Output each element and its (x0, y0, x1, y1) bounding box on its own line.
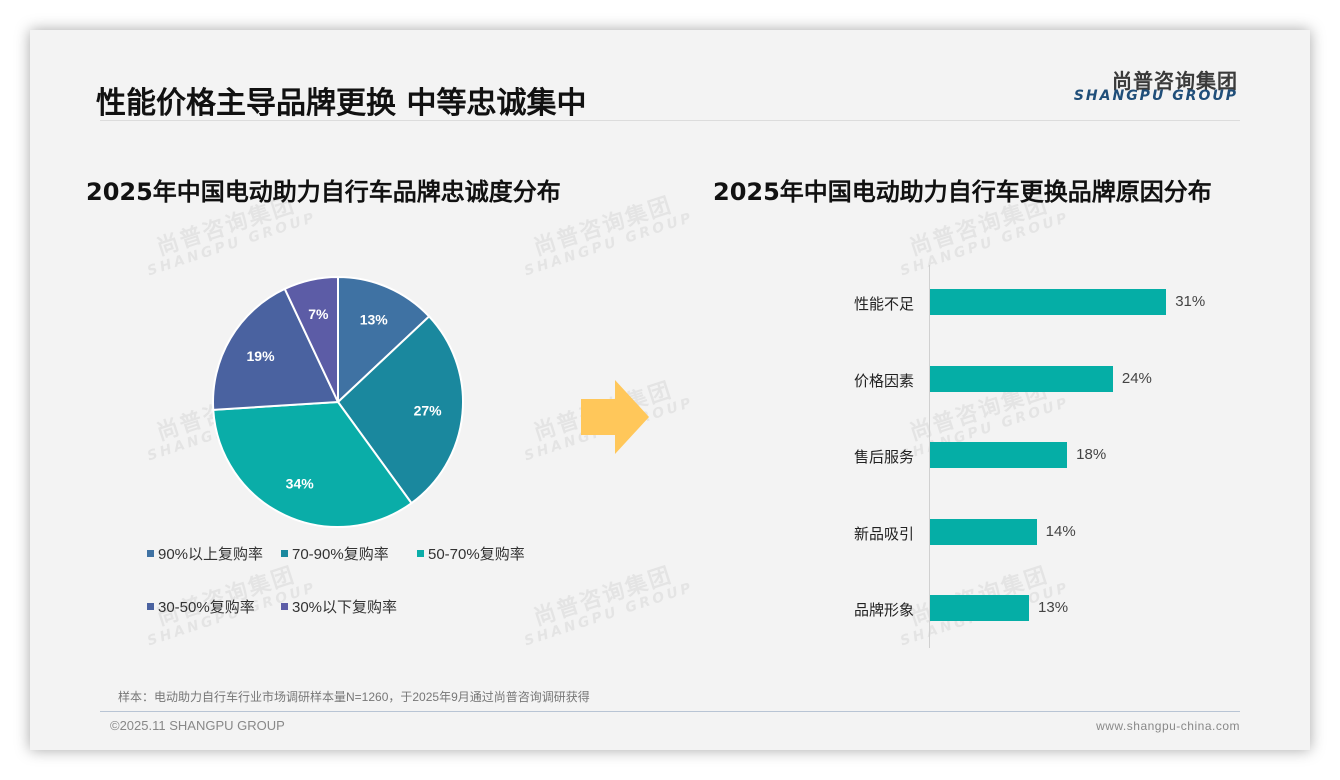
website-link[interactable]: www.shangpu-china.com (1096, 719, 1240, 733)
bar (930, 442, 1068, 468)
slide: 性能价格主导品牌更换 中等忠诚集中 尚普咨询集团 SHANGPU GROUP 尚… (30, 30, 1310, 750)
bar-value-label: 24% (1121, 369, 1152, 387)
legend-item: 70-90%复购率 (281, 543, 389, 564)
copyright: ©2025.11 SHANGPU GROUP (110, 718, 285, 733)
bar-value-label: 31% (1175, 293, 1206, 310)
pie-slice (337, 275, 431, 405)
bar (930, 289, 1167, 315)
legend-swatch-icon (417, 550, 424, 557)
legend-item: 30-50%复购率 (147, 596, 255, 617)
legend-swatch-icon (147, 550, 154, 557)
pie-slice (336, 315, 464, 505)
legend-label: 70-90%复购率 (292, 546, 389, 563)
bar (930, 595, 1030, 621)
sample-note: 样本：电动助力自行车行业市场调研样本量N=1260，于2025年9月通过尚普咨询… (118, 690, 590, 704)
legend-label: 30%以下复购率 (292, 599, 398, 616)
bar-axis-line (929, 265, 930, 648)
legend-item: 30%以下复购率 (281, 596, 397, 617)
bar (930, 518, 1037, 545)
legend-swatch-icon (281, 603, 288, 610)
right-arrow-icon (581, 380, 649, 454)
pie-slice (212, 400, 413, 528)
bar-category-label: 品牌形象 (853, 602, 914, 619)
legend-item: 50-70%复购率 (417, 543, 525, 564)
pie-chart-title: 2025年中国电动助力自行车品牌忠诚度分布 (86, 178, 561, 206)
legend-label: 30-50%复购率 (158, 599, 255, 616)
bar-category-label: 性能不足 (853, 296, 914, 313)
pie-slice-label: 19% (247, 348, 276, 364)
pie-slice-label: 34% (286, 475, 315, 491)
bar-value-label: 14% (1045, 522, 1076, 540)
legend-swatch-icon (147, 603, 154, 610)
title-divider (100, 120, 1240, 121)
pie-slice (283, 275, 339, 403)
loyalty-pie-chart: 13% 27% 34% 19% 7% (212, 275, 464, 528)
bar-chart-title: 2025年中国电动助力自行车更换品牌原因分布 (713, 178, 1212, 206)
logo-chinese: 尚普咨询集团 (1112, 69, 1238, 93)
bar-value-label: 13% (1038, 599, 1069, 616)
logo-english: SHANGPU GROUP (1073, 88, 1238, 104)
legend-label: 90%以上复购率 (158, 546, 264, 563)
legend-item: 90%以上复购率 (147, 543, 263, 564)
pie-slice-label: 27% (414, 402, 443, 418)
bar-category-label: 售后服务 (853, 449, 914, 466)
pie-slice-label: 13% (360, 311, 389, 327)
legend-swatch-icon (281, 550, 288, 557)
bar (930, 365, 1113, 392)
pie-slice-label: 7% (308, 306, 329, 322)
bar-category-label: 新品吸引 (853, 525, 914, 543)
bar-value-label: 18% (1076, 446, 1107, 463)
bar-category-label: 价格因素 (853, 372, 914, 390)
footer-divider (100, 711, 1240, 712)
pie-slice (212, 287, 340, 411)
legend-label: 50-70%复购率 (428, 546, 525, 563)
page-title: 性能价格主导品牌更换 中等忠诚集中 (96, 86, 587, 121)
